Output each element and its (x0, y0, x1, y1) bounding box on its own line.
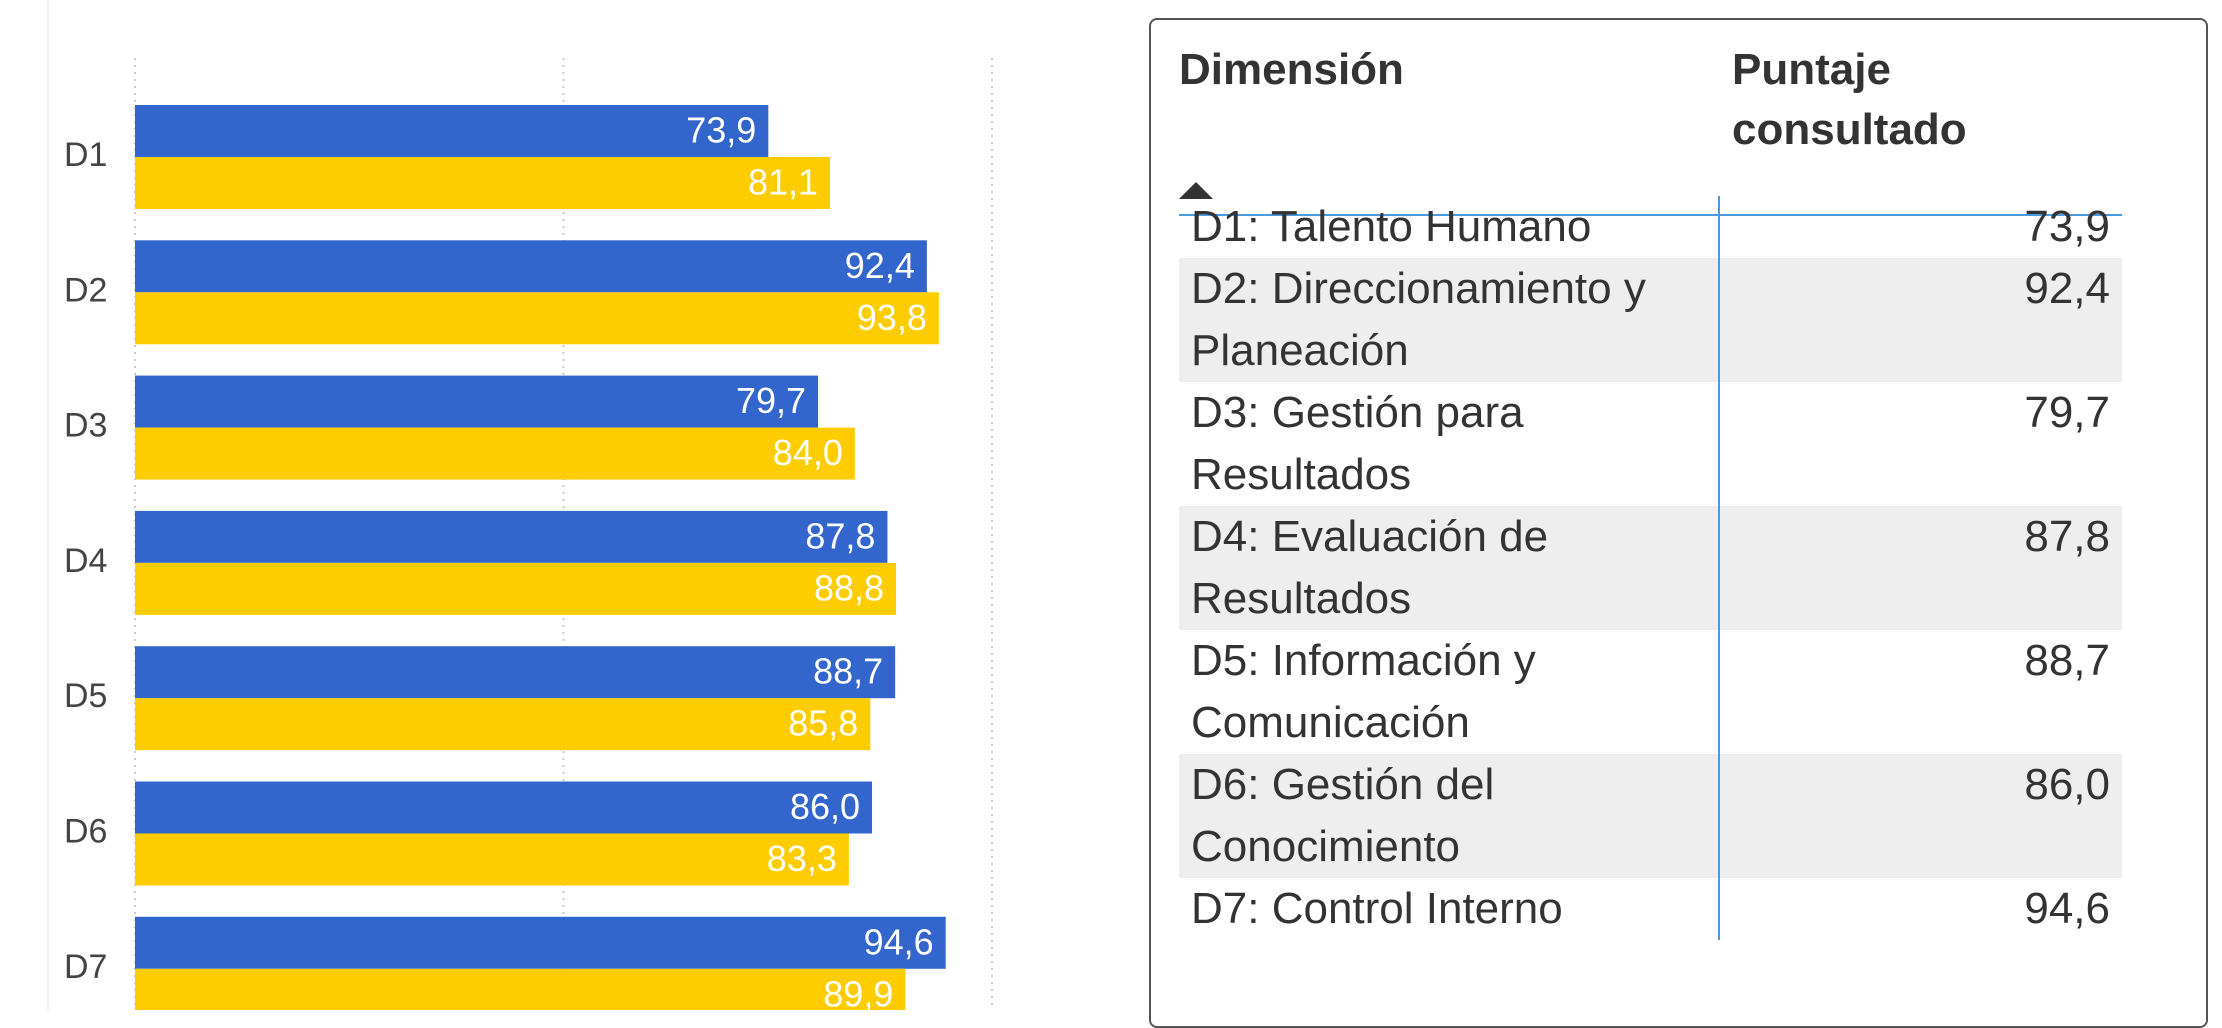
bar (135, 105, 769, 157)
bar (135, 646, 896, 699)
value-label: 88,7 (813, 651, 883, 692)
bar (135, 427, 855, 480)
bar (135, 916, 946, 969)
score-cell: 79,7 (2024, 388, 2110, 437)
dimension-cell: D4: Evaluación de Resultados (1179, 506, 1720, 630)
value-label: 81,1 (748, 162, 818, 203)
value-label: 89,9 (823, 973, 893, 1010)
table-header: Dimensión Puntaje consultado (1179, 40, 2122, 216)
value-label: 79,7 (736, 380, 806, 421)
value-label: 73,9 (686, 110, 756, 151)
table-row: D4: Evaluación de Resultados 87,8 (1179, 506, 2122, 630)
table-body: D1: Talento Humano 73,9 D2: Direccionamien… (1179, 196, 2122, 940)
dimension-cell: D2: Direccionamiento y Planeación (1179, 258, 1720, 382)
table-row: D3: Gestión para Resultados 79,7 (1179, 382, 2122, 506)
score-cell: 86,0 (2024, 760, 2110, 809)
bar (135, 240, 927, 293)
table-row: D5: Información y Comunicación 88,7 (1179, 630, 2122, 754)
bar (135, 375, 819, 428)
value-label: 92,4 (845, 245, 915, 286)
y-tick-label: D3 (64, 407, 107, 445)
value-label: 87,8 (805, 515, 875, 556)
score-cell: 73,9 (2024, 202, 2110, 251)
table-row: D2: Direccionamiento y Planeación 92,4 (1179, 258, 2122, 382)
value-label: 83,3 (767, 838, 837, 879)
y-tick-label: D5 (64, 677, 107, 715)
bar (135, 562, 897, 615)
value-label: 93,8 (857, 297, 927, 338)
score-cell: 88,7 (2024, 636, 2110, 685)
y-tick-label: D2 (64, 271, 107, 309)
bar (135, 968, 906, 1010)
dimension-cell: D5: Información y Comunicación (1179, 630, 1720, 754)
dimension-cell: D6: Gestión del Conocimiento (1179, 754, 1720, 878)
bar (135, 698, 871, 751)
dimension-cell: D7: Control Interno (1179, 878, 1720, 940)
y-tick-label: D6 (64, 812, 107, 850)
score-cell: 87,8 (2024, 512, 2110, 561)
y-tick-label: D4 (64, 542, 107, 580)
table-row: D7: Control Interno 94,6 (1179, 878, 2122, 940)
value-label: 84,0 (773, 432, 843, 473)
value-label: 85,8 (788, 703, 858, 744)
column-header[interactable]: Dimensión (1179, 45, 1404, 94)
dimension-cell: D1: Talento Humano (1179, 196, 1720, 258)
value-label: 88,8 (814, 567, 884, 608)
table-panel: Dimensión Puntaje consultado D1: Talento… (1149, 18, 2208, 1028)
value-label: 94,6 (864, 921, 934, 962)
score-cell: 94,6 (2024, 884, 2110, 933)
bar (135, 781, 873, 834)
table-row: D6: Gestión del Conocimiento 86,0 (1179, 754, 2122, 878)
bar (135, 510, 888, 563)
score-cell: 92,4 (2024, 264, 2110, 313)
value-label: 86,0 (790, 786, 860, 827)
bar (135, 833, 849, 886)
y-tick-label: D1 (64, 136, 107, 174)
column-header[interactable]: Puntaje consultado (1732, 45, 1967, 154)
bar (135, 292, 939, 345)
table-row: D1: Talento Humano 73,9 (1179, 196, 2122, 258)
y-tick-label: D7 (64, 948, 107, 986)
dimension-cell: D3: Gestión para Resultados (1179, 382, 1720, 506)
sort-arrow[interactable] (1179, 182, 1213, 199)
chart: D1 73,9 81,1 D2 92,4 93,8 D3 79,7 84,0 D4 87,8 88,8… (47, 0, 993, 1010)
bar (135, 157, 831, 209)
